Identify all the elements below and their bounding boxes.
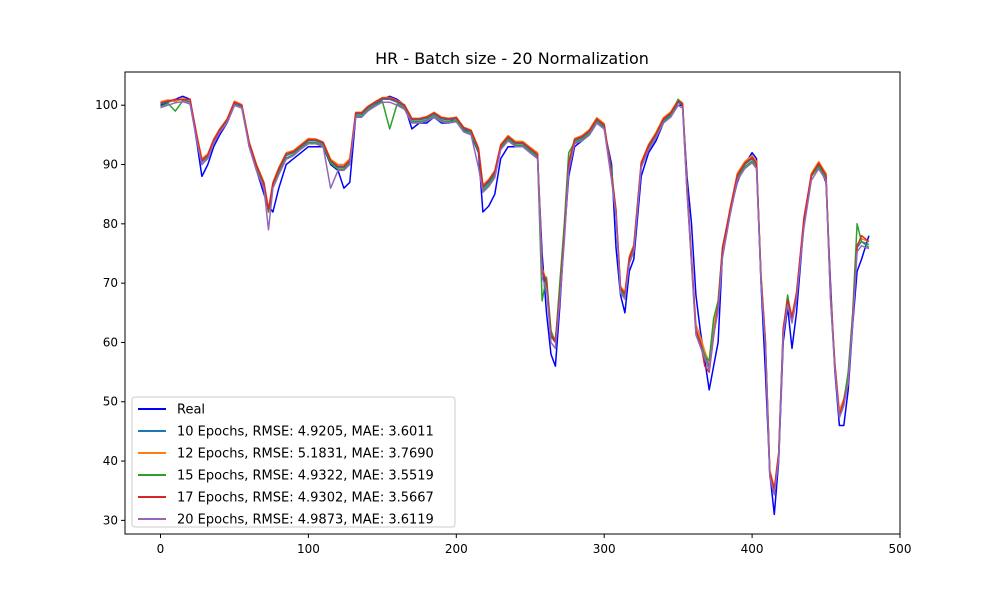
legend: Real 10 Epochs, RMSE: 4.9205, MAE: 3.6011…: [131, 396, 456, 528]
y-tick-label: 60: [103, 335, 118, 349]
y-tick-label: 70: [103, 276, 118, 290]
y-tick-label: 80: [103, 217, 118, 231]
series-line-5: [160, 100, 870, 496]
x-tick-label: 100: [297, 542, 320, 556]
y-axis: 30 40 50 60 70 80 90 100: [95, 98, 125, 527]
y-tick-label: 90: [103, 158, 118, 172]
legend-label-1: 10 Epochs, RMSE: 4.9205, MAE: 3.6011: [177, 425, 434, 440]
legend-label-5: 20 Epochs, RMSE: 4.9873, MAE: 3.6119: [177, 513, 434, 528]
y-tick-label: 100: [95, 98, 118, 112]
chart-title: HR - Batch size - 20 Normalization: [375, 49, 649, 68]
y-tick-label: 50: [103, 395, 118, 409]
x-axis: 0 100 200 300 400 500: [157, 534, 912, 556]
x-tick-label: 300: [593, 542, 616, 556]
legend-label-2: 12 Epochs, RMSE: 5.1831, MAE: 3.7690: [177, 447, 434, 462]
legend-box: [131, 396, 456, 528]
x-tick-label: 400: [741, 542, 764, 556]
x-tick-label: 500: [889, 542, 912, 556]
x-tick-label: 200: [445, 542, 468, 556]
legend-label-3: 15 Epochs, RMSE: 4.9322, MAE: 3.5519: [177, 469, 434, 484]
plot-frame: [124, 71, 901, 535]
x-tick-label: 0: [157, 542, 165, 556]
series-layer: [160, 95, 870, 516]
legend-label-4: 17 Epochs, RMSE: 4.9302, MAE: 3.5667: [177, 491, 434, 506]
y-tick-label: 40: [103, 454, 118, 468]
legend-label-0: Real: [177, 403, 205, 418]
y-tick-label: 30: [103, 513, 118, 527]
